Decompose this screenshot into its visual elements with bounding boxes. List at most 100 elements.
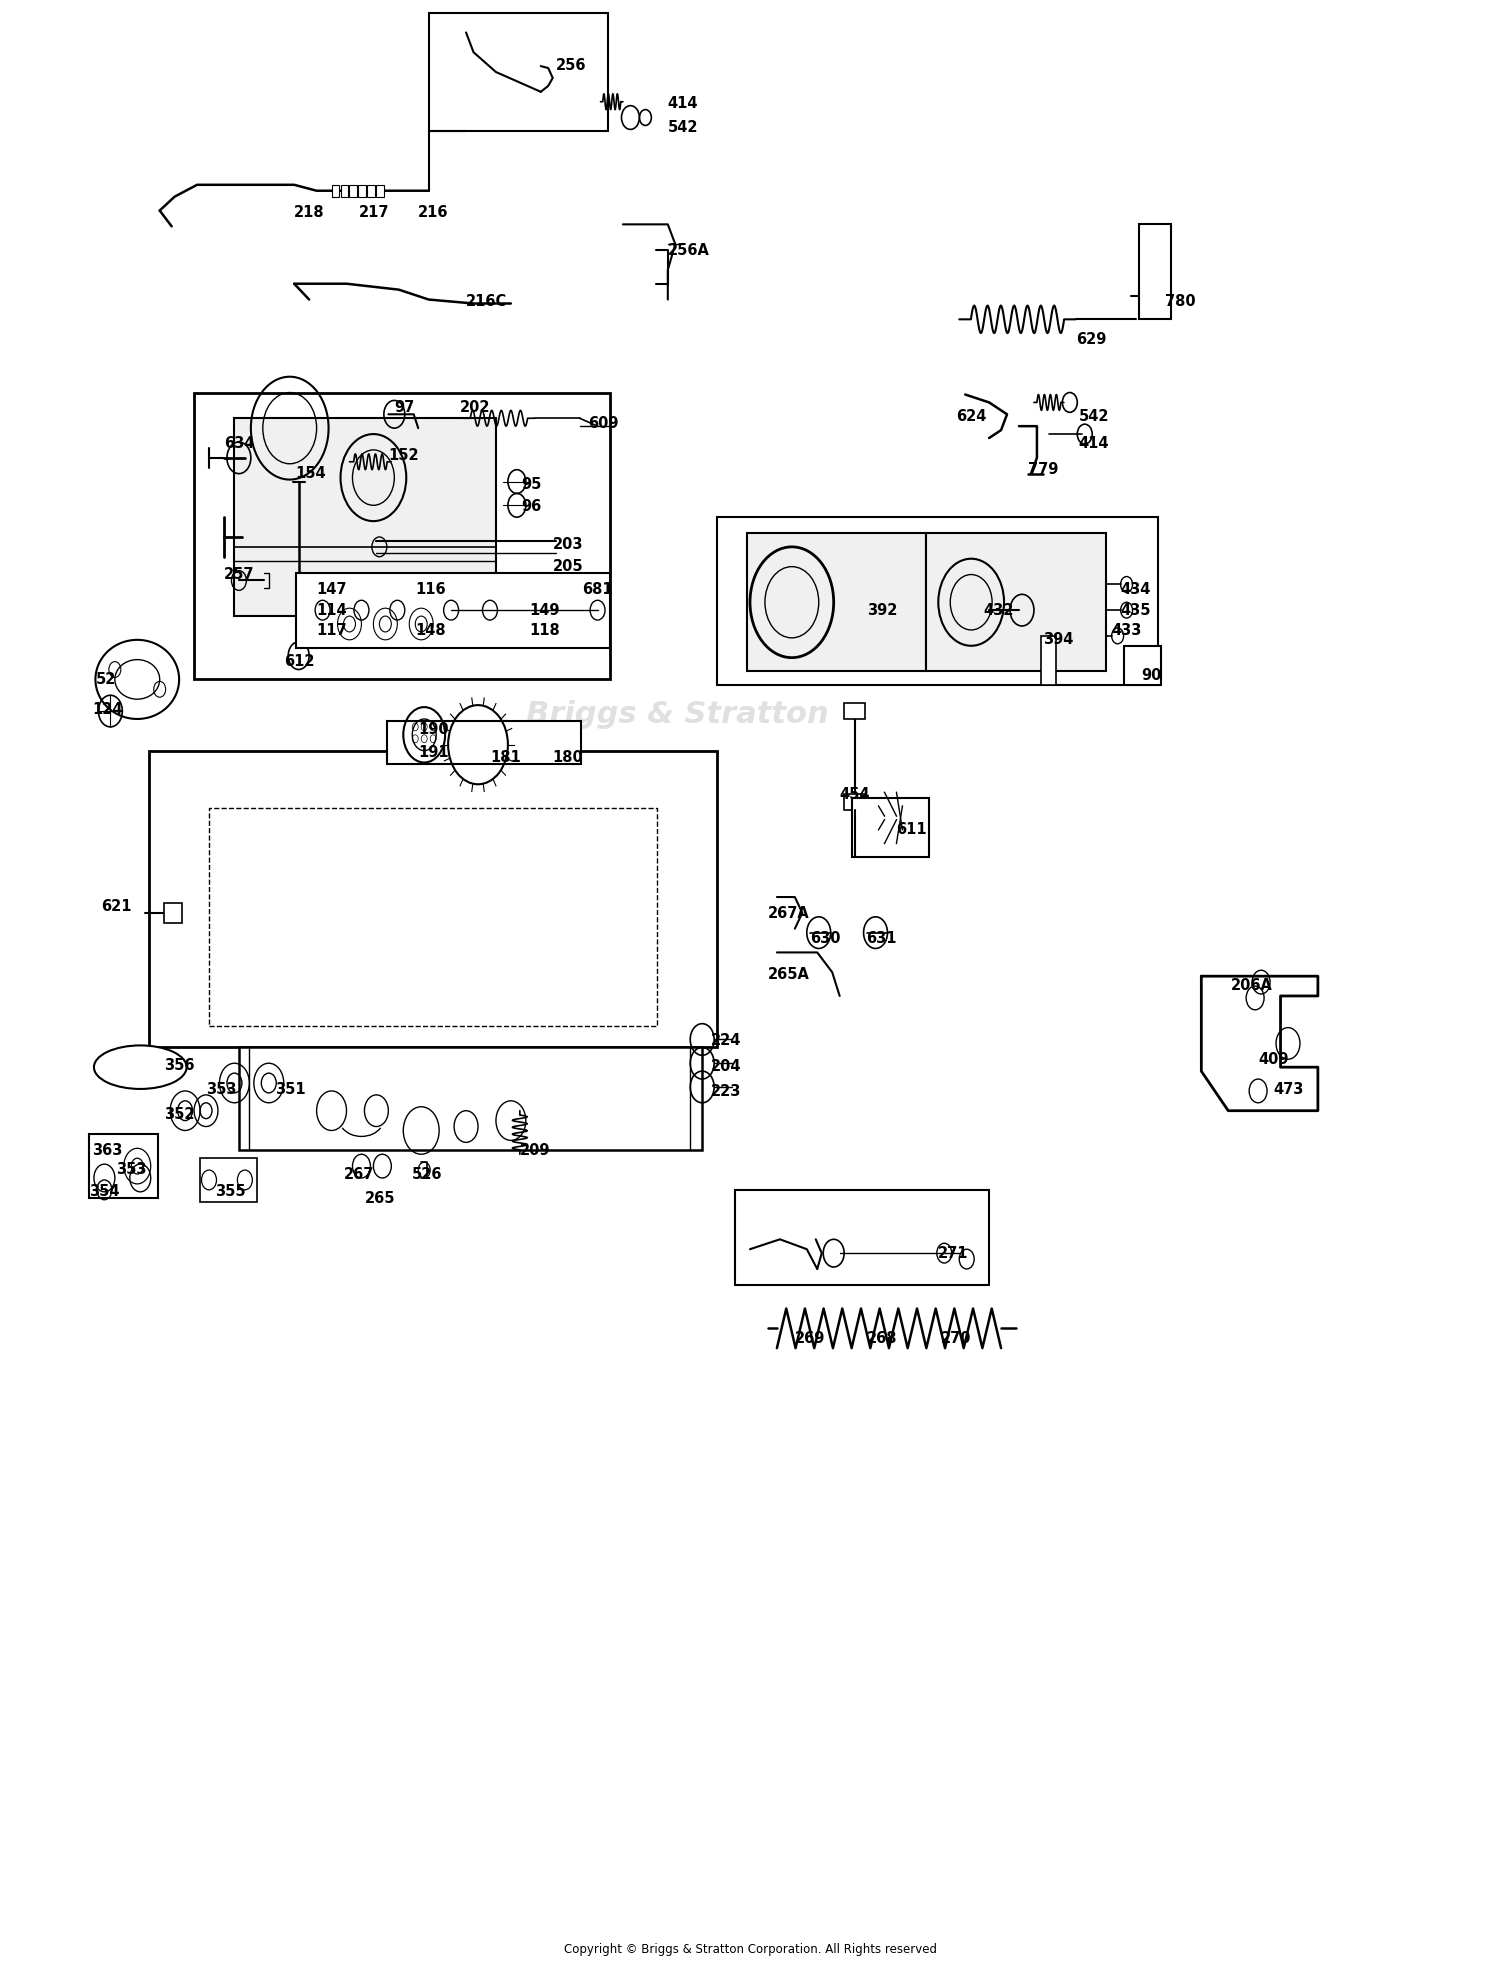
Bar xyxy=(844,702,865,718)
Text: 180: 180 xyxy=(552,750,584,766)
Bar xyxy=(358,185,366,196)
Bar xyxy=(200,1159,256,1202)
Text: 256: 256 xyxy=(555,58,586,73)
Text: 216: 216 xyxy=(419,204,448,220)
Bar xyxy=(350,185,357,196)
Text: 271: 271 xyxy=(939,1246,969,1260)
Text: 52: 52 xyxy=(96,673,116,686)
Text: 114: 114 xyxy=(316,603,346,617)
Text: 154: 154 xyxy=(296,466,327,482)
Text: 629: 629 xyxy=(1076,331,1106,347)
Text: 414: 414 xyxy=(1078,436,1110,452)
Text: 269: 269 xyxy=(795,1331,825,1345)
Text: 97: 97 xyxy=(394,401,414,415)
Text: 218: 218 xyxy=(294,204,326,220)
Text: 203: 203 xyxy=(552,538,584,552)
Text: 190: 190 xyxy=(419,722,448,738)
Text: 352: 352 xyxy=(164,1107,195,1123)
Bar xyxy=(1124,645,1161,684)
Text: 181: 181 xyxy=(490,750,520,766)
Bar xyxy=(387,720,580,764)
Text: 621: 621 xyxy=(102,899,132,915)
Bar xyxy=(340,185,348,196)
Text: 611: 611 xyxy=(897,821,927,837)
Text: 147: 147 xyxy=(316,581,346,597)
Text: 634: 634 xyxy=(224,436,255,452)
Ellipse shape xyxy=(96,639,178,718)
Text: 681: 681 xyxy=(582,581,614,597)
Text: 256A: 256A xyxy=(668,242,710,258)
Text: 95: 95 xyxy=(522,476,542,492)
Text: 542: 542 xyxy=(668,119,699,135)
Text: 433: 433 xyxy=(1112,623,1142,639)
Text: 152: 152 xyxy=(388,448,418,464)
Bar xyxy=(429,12,608,131)
Text: 363: 363 xyxy=(93,1143,123,1159)
Text: 354: 354 xyxy=(90,1184,120,1198)
Bar xyxy=(368,185,375,196)
Text: 204: 204 xyxy=(711,1059,741,1073)
Text: 353: 353 xyxy=(117,1161,147,1177)
Bar xyxy=(927,534,1106,671)
Bar xyxy=(238,1048,702,1151)
Bar xyxy=(376,185,384,196)
Text: 454: 454 xyxy=(840,786,870,802)
Text: 542: 542 xyxy=(1078,409,1110,425)
Text: 414: 414 xyxy=(668,95,699,111)
Bar xyxy=(209,807,657,1026)
Text: 224: 224 xyxy=(711,1034,741,1048)
Text: 267: 267 xyxy=(344,1167,374,1182)
Text: 124: 124 xyxy=(93,702,123,716)
Text: 409: 409 xyxy=(1258,1052,1288,1067)
Bar xyxy=(717,518,1158,684)
Text: 612: 612 xyxy=(284,655,314,669)
Text: 631: 631 xyxy=(867,930,897,946)
Text: 118: 118 xyxy=(530,623,560,639)
Bar xyxy=(1138,224,1172,319)
Text: 205: 205 xyxy=(552,559,584,573)
Bar xyxy=(194,393,609,679)
Text: 148: 148 xyxy=(416,623,446,639)
Text: 117: 117 xyxy=(316,623,346,639)
Text: 351: 351 xyxy=(274,1083,306,1097)
Text: Briggs & Stratton: Briggs & Stratton xyxy=(526,700,828,728)
Text: 216C: 216C xyxy=(466,294,507,310)
Text: 265A: 265A xyxy=(768,966,810,982)
Text: 267A: 267A xyxy=(768,907,810,921)
Text: 473: 473 xyxy=(1274,1083,1304,1097)
Text: 191: 191 xyxy=(419,746,448,760)
Text: 353: 353 xyxy=(206,1083,237,1097)
Text: 223: 223 xyxy=(711,1085,741,1099)
Text: Copyright © Briggs & Stratton Corporation. All Rights reserved: Copyright © Briggs & Stratton Corporatio… xyxy=(564,1942,936,1956)
Text: 432: 432 xyxy=(982,603,1014,617)
Ellipse shape xyxy=(94,1046,186,1089)
Text: 392: 392 xyxy=(867,603,897,617)
Text: 624: 624 xyxy=(956,409,987,425)
Text: 609: 609 xyxy=(588,417,620,431)
Text: 356: 356 xyxy=(164,1057,195,1073)
Text: 394: 394 xyxy=(1042,633,1074,647)
Bar xyxy=(332,185,339,196)
Ellipse shape xyxy=(116,659,159,698)
Text: 257: 257 xyxy=(224,567,255,581)
Text: 149: 149 xyxy=(530,603,560,617)
Text: 355: 355 xyxy=(214,1184,246,1198)
Text: 265: 265 xyxy=(364,1190,394,1206)
Bar xyxy=(90,1135,158,1198)
Bar xyxy=(852,798,930,857)
Text: 209: 209 xyxy=(520,1143,550,1159)
Text: 217: 217 xyxy=(358,204,388,220)
Bar xyxy=(148,750,717,1048)
Text: 526: 526 xyxy=(413,1167,442,1182)
Text: 270: 270 xyxy=(942,1331,972,1345)
Text: 780: 780 xyxy=(1166,294,1196,310)
Text: 268: 268 xyxy=(867,1331,897,1345)
Text: 90: 90 xyxy=(1142,669,1162,682)
Bar xyxy=(296,573,609,647)
Text: 96: 96 xyxy=(522,498,542,514)
Text: 434: 434 xyxy=(1120,581,1150,597)
Bar xyxy=(735,1190,988,1286)
Bar xyxy=(747,534,927,671)
Text: 779: 779 xyxy=(1028,462,1059,478)
Text: 630: 630 xyxy=(810,930,840,946)
